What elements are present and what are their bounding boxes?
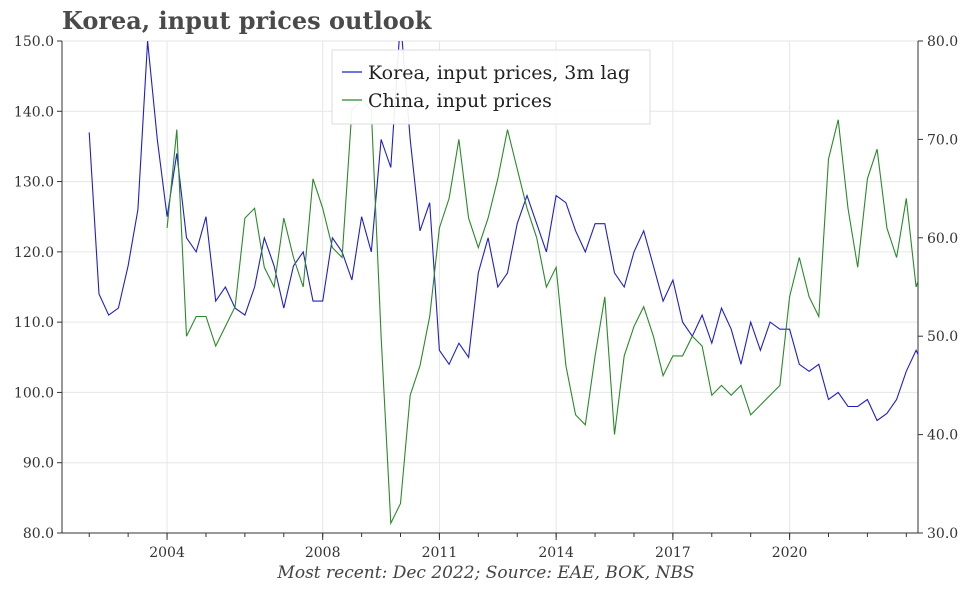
x-tick-label: 2004: [149, 545, 185, 560]
legend: Korea, input prices, 3m lag China, input …: [331, 49, 651, 125]
source-note: Most recent: Dec 2022; Source: EAE, BOK,…: [277, 563, 695, 583]
left-tick-label: 100.0: [14, 385, 54, 401]
gridlines: [62, 40, 918, 534]
right-tick-label: 50.0: [927, 329, 958, 345]
x-tick-label: 2020: [772, 545, 808, 560]
left-tick-label: 120.0: [14, 245, 54, 261]
left-tick-label: 140.0: [14, 104, 54, 120]
left-tick-label: 130.0: [14, 175, 54, 191]
x-tick-label: 2008: [305, 545, 341, 560]
chart: 80.0 90.0 100.0 110.0 120.0 130.0 140.0 150.0 30…: [14, 34, 958, 560]
x-tick-label: 2011: [422, 545, 458, 560]
right-tick-label: 40.0: [927, 428, 958, 444]
right-tick-label: 30.0: [927, 526, 958, 542]
right-tick-label: 80.0: [927, 34, 958, 50]
x-tick-label: 2017: [655, 545, 691, 560]
x-tick-label: 2014: [538, 545, 574, 560]
left-tick-label: 90.0: [23, 456, 54, 472]
left-tick-label: 80.0: [23, 526, 54, 542]
right-tick-label: 60.0: [927, 231, 958, 247]
legend-label: Korea, input prices, 3m lag: [368, 62, 630, 84]
left-tick-label: 110.0: [14, 315, 54, 331]
series-lines: [88, 41, 918, 526]
legend-label: China, input prices: [368, 90, 552, 112]
left-tick-label: 150.0: [14, 34, 54, 50]
right-tick-label: 70.0: [927, 132, 958, 148]
chart-title: Korea, input prices outlook: [62, 6, 432, 35]
axes: 80.0 90.0 100.0 110.0 120.0 130.0 140.0 150.0 30…: [14, 34, 958, 560]
legend-box: [331, 49, 651, 125]
series-line-korea: [88, 41, 918, 422]
series-line-china: [166, 99, 918, 526]
